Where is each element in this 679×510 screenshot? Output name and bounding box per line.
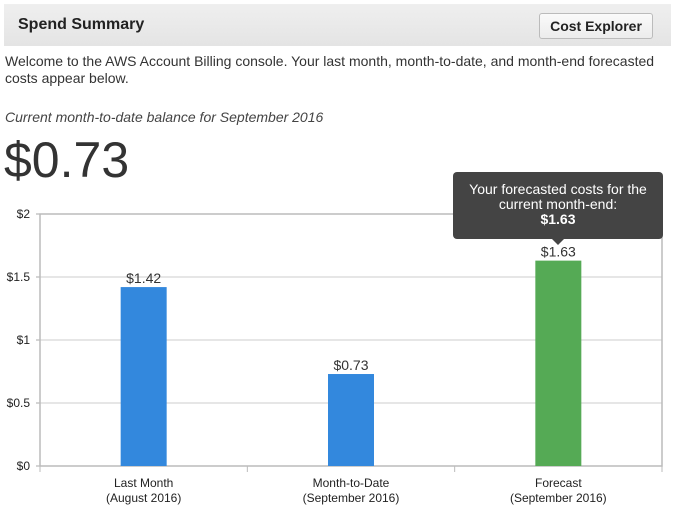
x-tick-label: (August 2016) [106,491,181,505]
tooltip-value: $1.63 [540,211,576,227]
data-label: $0.73 [333,357,368,373]
panel-title: Spend Summary [18,16,145,33]
cost-explorer-button[interactable]: Cost Explorer [539,13,653,39]
balance-value: $0.73 [4,132,130,188]
y-tick-label: $0.5 [7,396,31,410]
bar-2 [328,374,374,466]
balance-label: Current month-to-date balance for Septem… [5,109,324,125]
x-tick-label: Forecast [535,476,582,490]
x-tick-label: Month-to-Date [313,476,390,490]
spend-summary-header: Spend Summary Cost Explorer [4,4,671,46]
y-tick-label: $1.5 [7,270,31,284]
y-tick-label: $2 [17,207,31,221]
bar-3 [535,260,582,466]
x-tick-label: (September 2016) [510,491,607,505]
y-tick-label: $0 [17,459,31,473]
x-tick-label: Last Month [114,476,173,490]
x-tick-label: (September 2016) [303,491,400,505]
forecast-tooltip: Your forecasted costs for the current mo… [453,172,663,245]
bar-1 [120,287,167,466]
data-label: $1.42 [126,270,161,286]
y-tick-label: $1 [17,333,31,347]
tooltip-text: Your forecasted costs for the current mo… [469,181,647,212]
data-label: $1.63 [541,244,576,260]
intro-text: Welcome to the AWS Account Billing conso… [5,53,655,86]
